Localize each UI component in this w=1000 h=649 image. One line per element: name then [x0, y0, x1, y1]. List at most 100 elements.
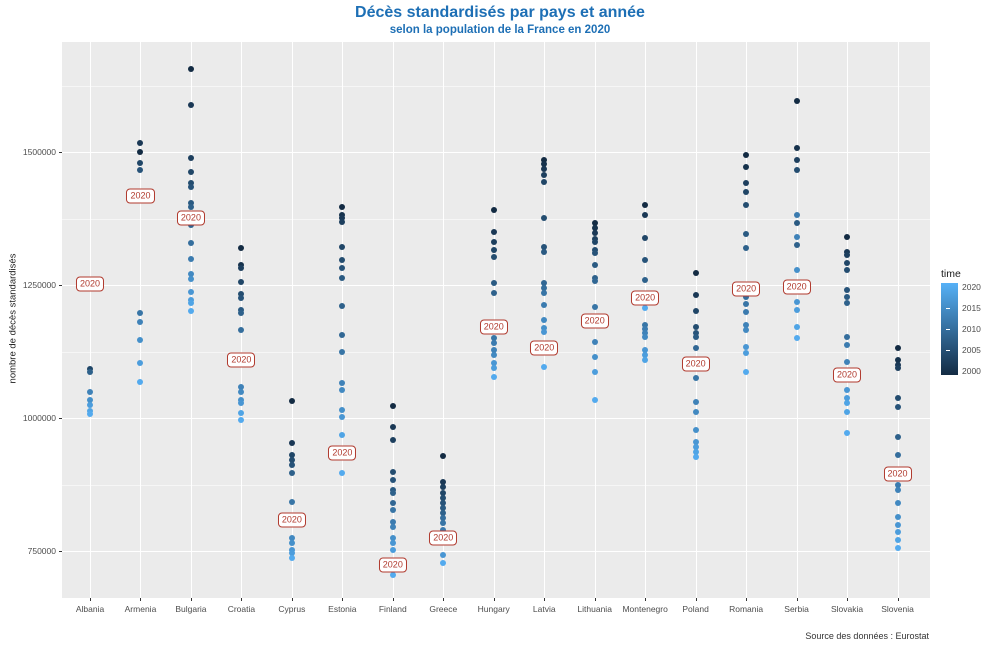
data-point	[591, 396, 598, 403]
x-tickmark	[291, 598, 293, 601]
data-point	[389, 507, 396, 514]
legend-tick-label: 2005	[962, 345, 981, 355]
data-point	[793, 267, 800, 274]
legend-tickmark	[959, 350, 963, 351]
data-point	[793, 97, 800, 104]
x-tick-label: Romania	[729, 604, 764, 614]
data-point	[692, 269, 699, 276]
label-2020: 2020	[479, 319, 508, 335]
x-tick-label: Albania	[75, 604, 105, 614]
label-2020: 2020	[833, 367, 862, 383]
data-point	[541, 302, 548, 309]
data-point	[238, 310, 245, 317]
label-2020: 2020	[227, 352, 256, 368]
data-point	[187, 276, 194, 283]
data-point	[339, 407, 346, 414]
x-tickmark	[594, 598, 596, 601]
data-point	[339, 386, 346, 393]
data-point	[389, 500, 396, 507]
x-tick-label: Croatia	[227, 604, 256, 614]
data-point	[894, 528, 901, 535]
x-tickmark	[90, 598, 91, 601]
data-point	[490, 339, 497, 346]
data-point	[288, 440, 295, 446]
data-point	[440, 500, 447, 507]
label-2020: 2020	[378, 557, 407, 573]
data-point	[490, 246, 497, 253]
data-point	[743, 344, 750, 351]
data-point	[692, 334, 699, 341]
x-tick-label: Hungary	[477, 604, 510, 614]
data-point	[137, 167, 144, 174]
data-point	[238, 384, 245, 391]
data-point	[591, 369, 598, 376]
data-point	[187, 66, 194, 72]
data-point	[490, 228, 497, 235]
data-point	[339, 469, 346, 476]
data-point	[642, 235, 649, 242]
data-point	[440, 484, 447, 491]
data-point	[591, 238, 598, 245]
data-point	[87, 365, 93, 372]
data-point	[238, 264, 245, 271]
data-point	[440, 478, 447, 485]
plot-panel: 2020 2020 2020 2020 2020 2020 2020 2020 2020 2020…	[62, 42, 930, 598]
gridline-vertical	[392, 42, 394, 598]
data-point	[793, 299, 800, 306]
data-point	[440, 526, 447, 533]
gridline-vertical	[90, 42, 91, 598]
data-point	[894, 513, 901, 520]
data-point	[591, 220, 598, 227]
data-point	[87, 411, 93, 418]
data-point	[440, 552, 447, 559]
data-point	[692, 329, 699, 336]
data-point	[339, 332, 346, 338]
data-point	[894, 344, 901, 351]
data-point	[541, 161, 548, 168]
data-point	[541, 279, 548, 286]
source-caption: Source des données : Eurostat	[805, 631, 929, 641]
x-tickmark	[190, 598, 192, 601]
legend-tickmark	[946, 350, 950, 351]
data-point	[490, 253, 497, 260]
gridline-major	[62, 285, 930, 286]
gridline-vertical	[897, 42, 899, 598]
label-2020: 2020	[631, 290, 660, 306]
data-point	[642, 352, 649, 359]
legend-tickmark	[959, 329, 963, 330]
data-point	[238, 396, 245, 403]
data-point	[288, 457, 295, 464]
chart-subtitle: selon la population de la France en 2020	[389, 24, 611, 36]
x-tickmark	[493, 598, 495, 601]
data-point	[894, 364, 901, 371]
data-point	[591, 224, 598, 231]
data-point	[137, 360, 144, 367]
y-tick-label: 1000000	[22, 413, 56, 423]
x-tickmark	[443, 598, 445, 601]
data-point	[238, 278, 245, 285]
data-point	[389, 546, 396, 553]
data-point	[288, 461, 295, 468]
data-point	[743, 350, 750, 357]
data-point	[541, 156, 548, 163]
data-point	[692, 324, 699, 331]
data-point	[793, 307, 800, 313]
data-point	[793, 211, 800, 218]
data-point	[793, 335, 800, 342]
legend: time 2020 2015 2010 2005 2000	[936, 268, 1000, 376]
data-point	[844, 294, 851, 301]
data-point	[288, 546, 295, 553]
x-tickmark	[544, 598, 546, 601]
data-point	[793, 242, 800, 249]
data-point	[844, 400, 851, 407]
data-point	[389, 519, 396, 526]
x-tickmark	[645, 598, 647, 601]
data-point	[288, 550, 295, 557]
legend-tickmark	[959, 308, 963, 309]
data-point	[490, 238, 497, 245]
data-point	[591, 303, 598, 310]
gridline-vertical	[190, 42, 192, 598]
data-point	[339, 302, 346, 309]
gridline-minor	[62, 85, 930, 87]
y-axis-label: nombre de décès standardisés	[7, 253, 19, 384]
